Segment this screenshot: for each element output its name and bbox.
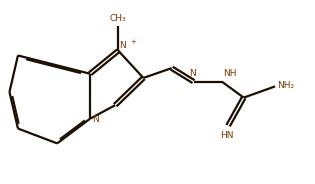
Text: HN: HN — [220, 131, 233, 140]
Text: CH₃: CH₃ — [110, 14, 127, 23]
Text: +: + — [130, 39, 136, 45]
Text: NH₂: NH₂ — [277, 81, 294, 90]
Text: N: N — [120, 41, 126, 49]
Text: N: N — [189, 69, 196, 78]
Text: N: N — [93, 115, 99, 124]
Text: NH: NH — [223, 69, 237, 78]
